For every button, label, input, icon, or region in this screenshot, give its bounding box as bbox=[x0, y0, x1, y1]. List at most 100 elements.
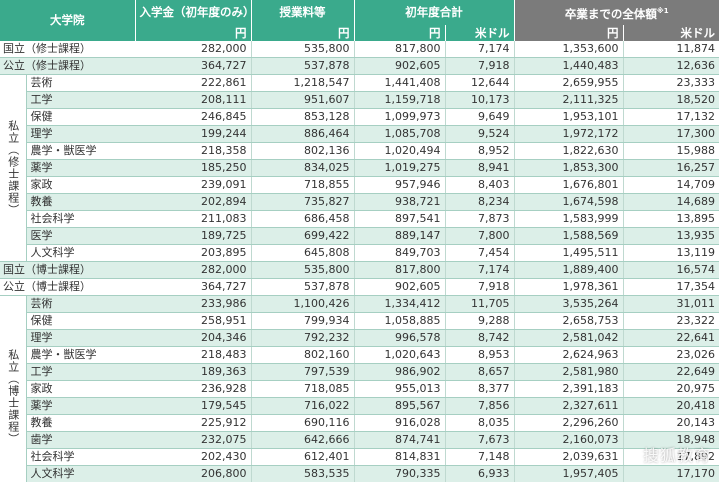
table-row: 薬学 179,545 716,022 895,567 7,856 2,327,611 20,… bbox=[0, 397, 719, 415]
table-cell: 957,946 bbox=[353, 176, 445, 194]
table-cell: 718,855 bbox=[250, 176, 354, 194]
table-cell: 6,933 bbox=[444, 465, 514, 482]
table-cell: 1,020,643 bbox=[353, 346, 445, 364]
table-cell: 2,659,955 bbox=[513, 74, 623, 92]
table-cell: 14,709 bbox=[622, 176, 719, 194]
table-row: 公立（博士課程） 364,727 537,878 902,605 7,918 1,978,… bbox=[0, 278, 719, 296]
faculty-label: 理学 bbox=[26, 329, 135, 347]
table-cell: 1,334,412 bbox=[353, 295, 445, 313]
table-row: 私立（修士課程） 芸術 222,861 1,218,547 1,441,408 12,64… bbox=[0, 74, 719, 262]
table-cell: 218,483 bbox=[135, 346, 251, 364]
table-cell: 258,951 bbox=[135, 312, 251, 330]
table-row: 農学・獣医学 218,358 802,136 1,020,494 8,952 1,822,… bbox=[0, 142, 719, 160]
table-cell: 1,583,999 bbox=[513, 210, 623, 228]
table-row: 公立（修士課程） 364,727 537,878 902,605 7,918 1,440,… bbox=[0, 57, 719, 75]
table-cell: 1,019,275 bbox=[353, 159, 445, 177]
table-cell: 817,800 bbox=[353, 261, 445, 279]
table-cell: 535,800 bbox=[250, 40, 354, 58]
table-cell: 8,403 bbox=[444, 176, 514, 194]
table-cell: 834,025 bbox=[250, 159, 354, 177]
faculty-label: 保健 bbox=[26, 108, 135, 126]
table-cell: 1,588,569 bbox=[513, 227, 623, 245]
table-cell: 902,605 bbox=[353, 278, 445, 296]
table-cell: 1,853,300 bbox=[513, 159, 623, 177]
header-tuition: 授業料等 bbox=[250, 0, 354, 25]
table-row: 保健 258,951 799,934 1,058,885 9,288 2,658,753 2… bbox=[0, 312, 719, 330]
unit-yen: 円 bbox=[353, 24, 445, 41]
table-cell: 13,119 bbox=[622, 244, 719, 262]
table-cell: 9,649 bbox=[444, 108, 514, 126]
table-cell: 12,644 bbox=[444, 74, 514, 92]
table-cell: 799,934 bbox=[250, 312, 354, 330]
table-cell: 189,363 bbox=[135, 363, 251, 381]
faculty-label: 理学 bbox=[26, 125, 135, 143]
table-cell: 189,725 bbox=[135, 227, 251, 245]
table-cell: 11,874 bbox=[622, 40, 719, 58]
table-row: 薬学 185,250 834,025 1,019,275 8,941 1,853,300 1… bbox=[0, 159, 719, 177]
table-cell: 2,581,042 bbox=[513, 329, 623, 347]
table-cell: 9,288 bbox=[444, 312, 514, 330]
table-cell: 612,401 bbox=[250, 448, 354, 466]
table-cell: 8,657 bbox=[444, 363, 514, 381]
table-cell: 7,174 bbox=[444, 40, 514, 58]
table-cell: 716,022 bbox=[250, 397, 354, 415]
faculty-label: 歯学 bbox=[26, 431, 135, 449]
table-cell: 1,058,885 bbox=[353, 312, 445, 330]
table-cell: 23,322 bbox=[622, 312, 719, 330]
table-row: 家政 239,091 718,855 957,946 8,403 1,676,801 14,… bbox=[0, 176, 719, 194]
faculty-label: 社会科学 bbox=[26, 210, 135, 228]
table-cell: 951,607 bbox=[250, 91, 354, 109]
table-cell: 204,346 bbox=[135, 329, 251, 347]
table-row: 医学 189,725 699,422 889,147 7,800 1,588,569 13,… bbox=[0, 227, 719, 245]
table-cell: 211,083 bbox=[135, 210, 251, 228]
table-cell: 1,020,494 bbox=[353, 142, 445, 160]
table-cell: 2,391,183 bbox=[513, 380, 623, 398]
table-cell: 20,975 bbox=[622, 380, 719, 398]
table-cell: 7,918 bbox=[444, 57, 514, 75]
table-cell: 916,028 bbox=[353, 414, 445, 432]
table-cell: 225,912 bbox=[135, 414, 251, 432]
table-cell: 902,605 bbox=[353, 57, 445, 75]
table-cell: 236,928 bbox=[135, 380, 251, 398]
faculty-label: 芸術 bbox=[26, 295, 135, 313]
table-cell: 7,174 bbox=[444, 261, 514, 279]
table-cell: 1,218,547 bbox=[250, 74, 354, 92]
table-cell: 690,116 bbox=[250, 414, 354, 432]
table-cell: 222,861 bbox=[135, 74, 251, 92]
table-cell: 1,440,483 bbox=[513, 57, 623, 75]
table-cell: 2,039,631 bbox=[513, 448, 623, 466]
table-cell: 986,902 bbox=[353, 363, 445, 381]
table-cell: 17,354 bbox=[622, 278, 719, 296]
table-cell: 7,918 bbox=[444, 278, 514, 296]
table-cell: 11,705 bbox=[444, 295, 514, 313]
table-cell: 202,430 bbox=[135, 448, 251, 466]
table-cell: 20,418 bbox=[622, 397, 719, 415]
table-row: 工学 208,111 951,607 1,159,718 10,173 2,111,325… bbox=[0, 91, 719, 109]
table-cell: 8,035 bbox=[444, 414, 514, 432]
unit-usd: 米ドル bbox=[444, 24, 514, 41]
table-header: 大学院 入学金（初年度のみ） 授業料等 初年度合計 卒業までの全体額※1 円 円… bbox=[0, 0, 719, 41]
faculty-label: 農学・獣医学 bbox=[26, 346, 135, 364]
table-cell: 23,026 bbox=[622, 346, 719, 364]
table-cell: 814,831 bbox=[353, 448, 445, 466]
table-cell: 3,535,264 bbox=[513, 295, 623, 313]
faculty-label: 社会科学 bbox=[26, 448, 135, 466]
private-group-label: 私立（博士課程） bbox=[0, 295, 27, 482]
unit-usd: 米ドル bbox=[622, 24, 719, 41]
unit-yen: 円 bbox=[513, 24, 623, 41]
table-cell: 31,011 bbox=[622, 295, 719, 313]
faculty-label: 農学・獣医学 bbox=[26, 142, 135, 160]
row-label: 公立（修士課程） bbox=[0, 57, 135, 75]
table-cell: 12,636 bbox=[622, 57, 719, 75]
table-cell: 179,545 bbox=[135, 397, 251, 415]
table-cell: 699,422 bbox=[250, 227, 354, 245]
table-cell: 1,889,400 bbox=[513, 261, 623, 279]
table-cell: 364,727 bbox=[135, 278, 251, 296]
faculty-label: 工学 bbox=[26, 363, 135, 381]
table-cell: 1,159,718 bbox=[353, 91, 445, 109]
row-label: 公立（博士課程） bbox=[0, 278, 135, 296]
table-cell: 792,232 bbox=[250, 329, 354, 347]
table-cell: 718,085 bbox=[250, 380, 354, 398]
table-cell: 537,878 bbox=[250, 57, 354, 75]
